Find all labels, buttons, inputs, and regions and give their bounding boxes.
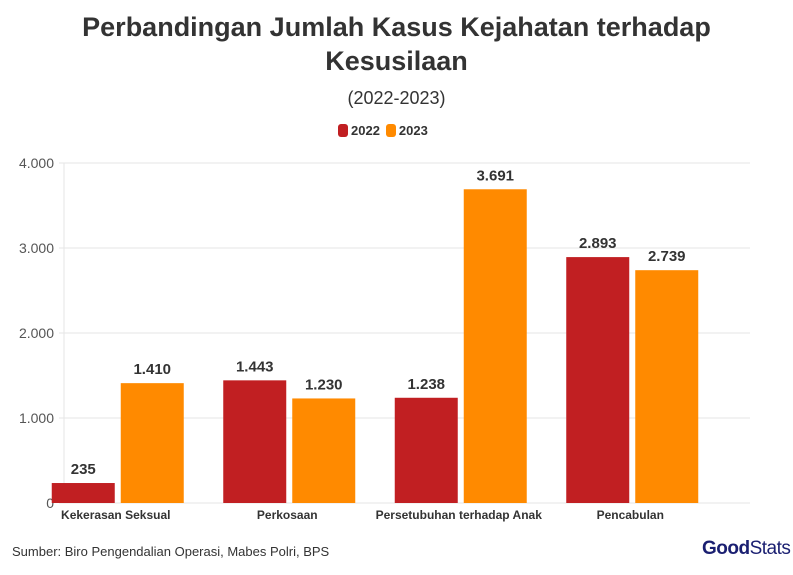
data-label: 2.893 (579, 235, 617, 252)
data-label: 1.443 (236, 358, 274, 375)
title-line-2: Kesusilaan (325, 46, 468, 76)
y-tick-label: 2.000 (19, 325, 54, 341)
data-label: 3.691 (476, 167, 514, 184)
source-note: Sumber: Biro Pengendalian Operasi, Mabes… (12, 544, 330, 559)
data-label: 2.739 (648, 248, 686, 265)
legend-item-2022[interactable]: 2022 (338, 123, 380, 138)
data-label: 1.230 (305, 376, 343, 393)
bar-2023 (292, 398, 356, 503)
y-tick-label: 0 (46, 495, 54, 511)
bar-2023 (463, 189, 527, 503)
y-tick-label: 3.000 (19, 240, 54, 256)
y-tick-label: 4.000 (19, 155, 54, 171)
legend-item-2023[interactable]: 2023 (385, 123, 428, 138)
bar-2022 (51, 483, 115, 503)
bar-2023 (635, 270, 699, 503)
bar-2022 (566, 257, 630, 503)
data-label: 1.238 (407, 376, 445, 393)
title-line-1: Perbandingan Jumlah Kasus Kejahatan terh… (82, 12, 711, 42)
x-tick-label: Persetubuhan terhadap Anak (376, 508, 543, 522)
x-tick-label: Perkosaan (257, 508, 318, 522)
chart-title: Perbandingan Jumlah Kasus Kejahatan terh… (0, 10, 793, 78)
data-label: 1.410 (133, 361, 171, 378)
bar-2022 (223, 380, 287, 503)
legend-swatch-2023 (385, 124, 396, 137)
data-label: 235 (71, 461, 96, 478)
logo-regular: Stats (749, 538, 791, 559)
y-tick-label: 1.000 (19, 410, 54, 426)
chart-subtitle: (2022-2023) (347, 88, 446, 108)
legend-label-2022: 2022 (351, 123, 380, 138)
bar-2023 (120, 383, 184, 503)
goodstats-logo: GoodStats (702, 538, 791, 560)
x-tick-label: Pencabulan (597, 508, 664, 522)
bar-2022 (394, 397, 458, 503)
legend: 2022 2023 (338, 123, 428, 138)
legend-label-2023: 2023 (398, 123, 428, 138)
x-tick-label: Kekerasan Seksual (61, 508, 170, 522)
logo-bold: Good (702, 538, 750, 559)
legend-swatch-2022 (338, 124, 348, 137)
